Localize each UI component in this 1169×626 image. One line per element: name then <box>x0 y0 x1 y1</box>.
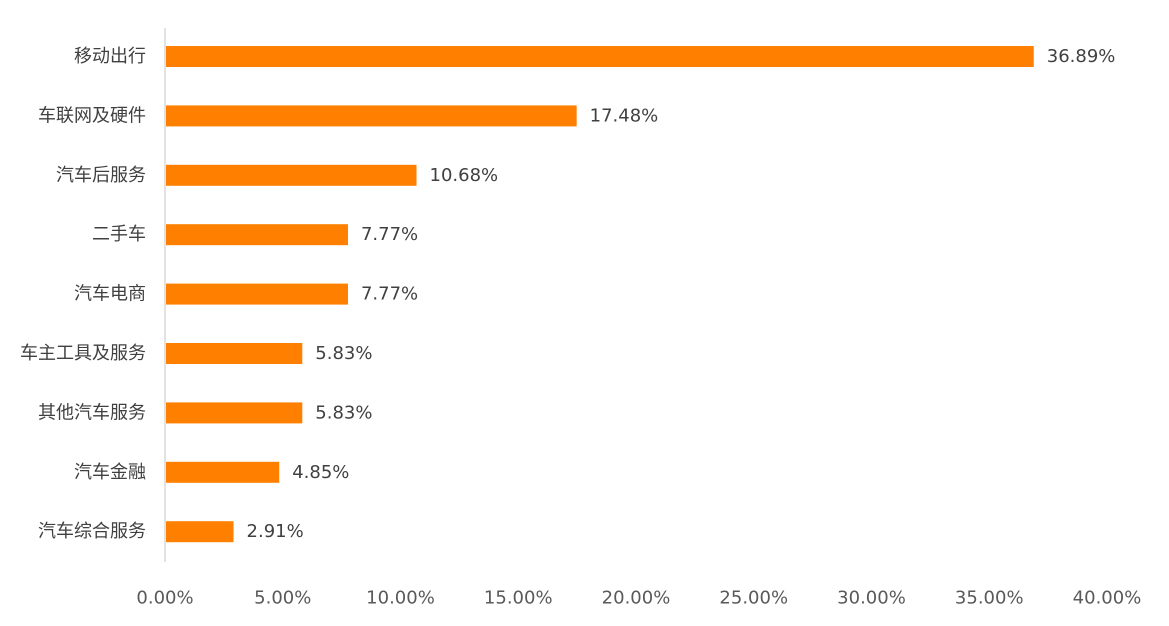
category-label-3: 二手车 <box>92 224 146 245</box>
category-label-4: 汽车电商 <box>74 284 146 305</box>
x-tick-label-3: 15.00% <box>484 588 553 609</box>
bar-5 <box>166 343 303 364</box>
data-labels-layer: 36.89% 17.48% 10.68% 7.77% 7.77% 5.83% 5.83% 4.… <box>247 46 1116 542</box>
x-tick-label-6: 30.00% <box>837 588 906 609</box>
bar-7 <box>166 461 280 483</box>
category-labels-layer: 移动出行车联网及硬件汽车后服务二手车汽车电商车主工具及服务其他汽车服务汽车金融汽… <box>20 46 146 542</box>
x-tick-label-5: 25.00% <box>719 588 788 609</box>
x-tick-label-7: 35.00% <box>955 588 1024 609</box>
bar-4 <box>166 283 348 305</box>
bar-0 <box>166 46 1034 67</box>
data-label-6: 5.83% <box>315 402 372 423</box>
x-tick-label-0: 0.00% <box>136 588 193 609</box>
x-tick-labels-layer: 0.00% 5.00% 10.00% 15.00% 20.00% 25.00% 30.00%… <box>136 588 1141 609</box>
bar-1 <box>166 105 577 127</box>
category-label-2: 汽车后服务 <box>56 165 146 186</box>
data-label-8: 2.91% <box>247 521 304 542</box>
category-label-7: 汽车金融 <box>74 462 146 483</box>
category-label-6: 其他汽车服务 <box>38 402 146 423</box>
bar-8 <box>166 521 234 543</box>
bar-2 <box>166 164 417 186</box>
bar-6 <box>166 402 303 424</box>
x-tick-label-2: 10.00% <box>366 588 435 609</box>
data-label-7: 4.85% <box>292 462 349 483</box>
bar-3 <box>166 224 348 246</box>
category-label-0: 移动出行 <box>74 46 146 67</box>
data-label-0: 36.89% <box>1047 46 1116 67</box>
data-label-4: 7.77% <box>361 284 418 305</box>
data-label-5: 5.83% <box>315 343 372 364</box>
data-label-3: 7.77% <box>361 224 418 245</box>
category-label-1: 车联网及硬件 <box>38 105 146 126</box>
x-tick-label-1: 5.00% <box>254 588 311 609</box>
x-tick-label-8: 40.00% <box>1073 588 1142 609</box>
category-label-8: 汽车综合服务 <box>38 521 146 542</box>
category-label-5: 车主工具及服务 <box>20 343 146 364</box>
data-label-2: 10.68% <box>430 165 499 186</box>
data-label-1: 17.48% <box>590 105 659 126</box>
x-tick-label-4: 20.00% <box>602 588 671 609</box>
bars-layer <box>166 46 1034 543</box>
